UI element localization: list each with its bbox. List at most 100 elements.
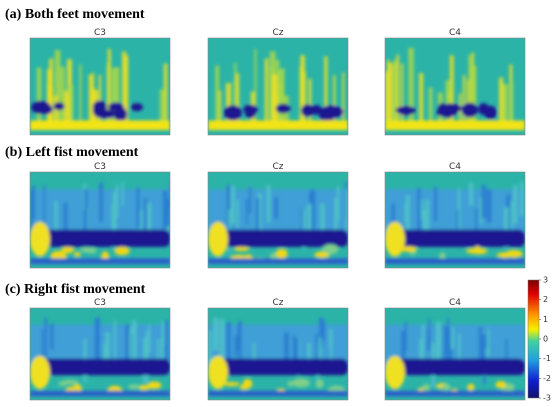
streak [307,342,311,365]
spectrogram [30,38,170,135]
hot-spot [399,246,418,252]
spectrogram-texture [208,181,348,265]
streak [499,77,504,121]
streak [225,83,232,121]
bottom-band [30,390,170,397]
streak [146,203,151,240]
hot-spot [422,383,430,392]
row-title: (c) Right fist movement [5,282,146,297]
hot-spot [315,379,324,388]
streak [419,339,422,368]
spectrogram-texture [30,181,170,265]
hot-blob [30,221,50,257]
streak [30,190,34,234]
streak [434,187,438,222]
streak [63,90,68,121]
streak [505,339,508,359]
panel-frame [384,307,526,401]
streak [428,319,431,348]
dark-spot [436,108,457,118]
spectrogram-texture [30,48,170,131]
panel-frame [384,171,526,269]
streak [386,59,390,121]
streak [503,84,509,121]
hot-blob [385,221,405,257]
streak [233,79,237,121]
streak [226,322,231,367]
streak [330,328,333,371]
hot-spot [61,379,79,385]
streak [125,324,130,366]
row-title: (a) Both feet movement [5,7,145,22]
dark-spot [130,103,143,112]
spectrogram [208,172,348,268]
panel-label: Cz [272,298,283,308]
streak [112,69,115,121]
streak [146,331,149,375]
streak [486,328,490,357]
streak [392,60,397,121]
dark-band [216,358,348,376]
streak [300,208,304,234]
dark-spot [39,104,53,115]
row-title: (b) Left fist movement [5,145,139,160]
streak [423,209,427,234]
streak [428,87,433,121]
streak [329,329,333,348]
streak [486,189,492,223]
streak [315,333,318,360]
streak [478,327,483,361]
streak [54,50,61,121]
streak [310,189,316,228]
streak [508,201,513,247]
streak [107,48,111,121]
streak [404,321,407,352]
streak [504,207,509,249]
colorbar-tick-label: -1 [543,354,551,363]
streak [292,335,296,364]
streak [67,94,70,121]
streak [420,199,424,220]
dark-spot [478,103,489,115]
panel-label: C4 [449,28,461,38]
streak [162,190,168,229]
spectrogram-texture [208,317,348,397]
streak [445,80,452,121]
streak [435,334,439,363]
panel-label: Cz [272,162,283,172]
dark-spot [53,102,65,111]
streak [237,323,241,351]
streak [105,332,110,364]
streak [60,66,65,121]
streak [449,55,454,121]
streak [336,186,340,221]
hot-band [385,120,525,131]
spectrogram [30,308,170,400]
streak [99,182,103,222]
streak [418,73,424,121]
hot-spot [233,246,250,252]
streak [436,321,442,354]
streak [257,193,262,238]
streak [302,208,306,250]
hot-spot [322,244,339,255]
colorbar-tick-label: 1 [543,315,548,324]
bottom-band [208,390,348,397]
streak [458,333,461,362]
streak [88,74,94,121]
streak [97,317,101,359]
spectrogram-texture [385,317,525,397]
panel-frame [29,171,171,269]
streak [248,186,252,214]
streak [481,184,486,219]
dark-band [38,358,170,376]
streak [148,324,151,353]
streak [161,321,165,346]
dark-band [216,229,348,247]
streak [256,198,260,243]
streak [84,188,88,235]
streak [456,210,459,243]
panel-frame [207,171,349,269]
streak [113,320,116,362]
hot-spot [239,384,249,390]
